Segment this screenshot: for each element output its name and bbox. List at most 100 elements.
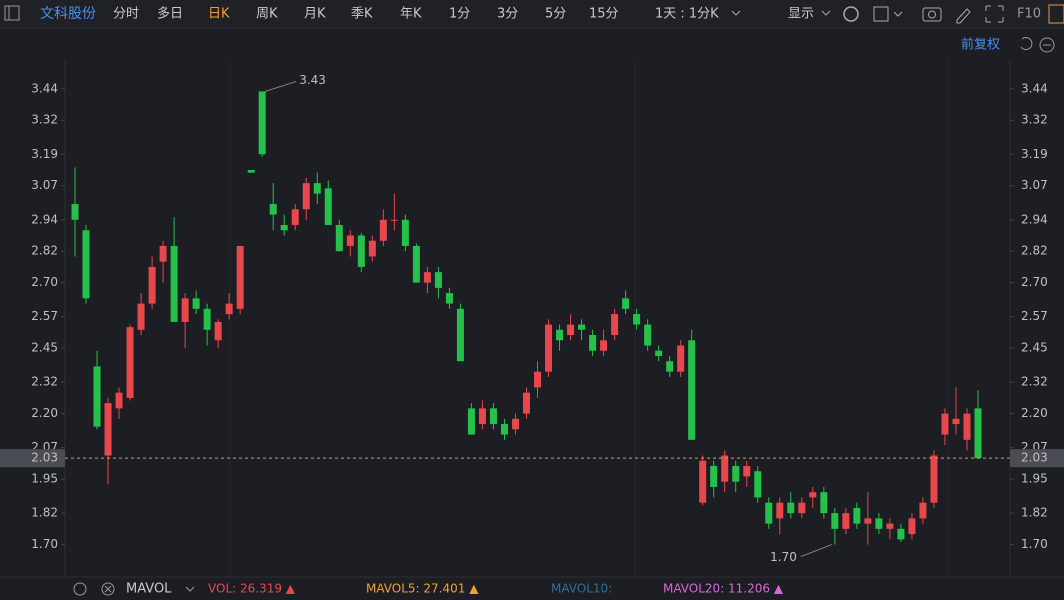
y-tick-label-right: 2.82 (1021, 244, 1048, 258)
candle-body (776, 502, 784, 519)
candle-body (633, 314, 641, 325)
y-tick-label-right: 2.70 (1021, 275, 1048, 289)
candle-body (589, 335, 597, 351)
candle-body (732, 465, 740, 482)
candle-body (941, 413, 949, 435)
candle-body (412, 245, 420, 283)
indicator-name[interactable]: MAVOL (126, 582, 172, 597)
y-tick-label: 2.94 (31, 212, 58, 226)
candle-body (798, 502, 806, 514)
candle-body (280, 225, 288, 231)
y-tick-label: 1.70 (31, 537, 58, 551)
chevron (893, 11, 903, 17)
candle-body (137, 303, 145, 330)
candle-body (963, 413, 971, 440)
tab[interactable]: 年K (400, 7, 422, 22)
candle-body (930, 455, 938, 503)
y-tick-label-right: 2.20 (1021, 406, 1048, 420)
indicator-close[interactable] (101, 582, 115, 596)
candle-body (787, 502, 795, 514)
candle-body (126, 327, 134, 398)
candle-body (765, 502, 773, 524)
tab[interactable]: 15分 (589, 7, 619, 22)
panel-toggle[interactable] (1048, 4, 1064, 24)
candle-body (390, 219, 398, 221)
y-tick-label: 2.57 (31, 309, 58, 323)
y-tick-label-right: 3.32 (1021, 113, 1048, 127)
candle-body (159, 245, 167, 262)
candle-body (225, 303, 233, 315)
indicator-value: MAVOL20: 11.206 ▲ (663, 582, 784, 596)
tab[interactable]: 月K (304, 7, 326, 22)
candle-body (236, 245, 244, 309)
candle-body (313, 183, 321, 194)
tab[interactable]: 多日 (157, 6, 183, 22)
candle-body (809, 492, 817, 498)
tab[interactable]: 3分 (497, 7, 518, 22)
sidebar-icon[interactable] (4, 5, 20, 21)
indicator-value: VOL: 26.319 ▲ (208, 582, 296, 596)
candle-body (181, 298, 189, 322)
candle-body (952, 418, 960, 425)
candle-body (434, 272, 442, 288)
adjust-mode[interactable]: 前复权 (961, 37, 1000, 53)
high-label: 3.43 (299, 73, 326, 87)
candle-body (269, 204, 277, 215)
candle-body (247, 170, 255, 173)
reset-icon[interactable] (1020, 37, 1033, 51)
tab[interactable]: 季K (351, 7, 373, 22)
tab[interactable]: 1分 (449, 7, 470, 22)
indicator-settings[interactable] (73, 582, 87, 596)
stock-name[interactable]: 文科股份 (40, 6, 96, 22)
candle-body (401, 219, 409, 246)
zoom-out-icon[interactable] (1039, 37, 1055, 53)
tab[interactable]: 1天 : 1分K (655, 7, 719, 22)
indicator-close-x (104, 585, 112, 593)
y-tick-label: 2.20 (31, 406, 58, 420)
candle-body (831, 513, 839, 529)
plot: 3.44 3.44 3.32 3.32 3.19 3.19 3.07 3.07 2.94 2.94… (0, 73, 1064, 564)
tab[interactable]: 周K (256, 7, 278, 22)
y-tick-label: 2.82 (31, 244, 58, 258)
candle-body (291, 209, 299, 226)
candle-body (666, 361, 674, 372)
candle-body (600, 340, 608, 351)
fullscreen-icon[interactable] (985, 5, 1004, 23)
candle-body (644, 324, 652, 346)
candle-body (853, 507, 861, 524)
candle-body (611, 314, 619, 336)
candle-body (368, 240, 376, 257)
tab[interactable]: 分时 (113, 7, 139, 22)
tab[interactable]: 日K (208, 7, 230, 22)
tab[interactable]: 5分 (545, 7, 566, 22)
candle-body (104, 403, 112, 456)
candle-body (919, 502, 927, 519)
high-pointer (265, 80, 297, 92)
candle-body (886, 523, 894, 529)
draw-box-icon[interactable] (873, 6, 889, 22)
f10-button[interactable]: F10 (1017, 7, 1041, 22)
candle-body (148, 266, 156, 304)
candle-body (534, 371, 542, 388)
candle-body (478, 408, 486, 425)
display-menu[interactable]: 显示 (788, 7, 814, 22)
y-tick-label-right: 1.95 (1021, 472, 1048, 486)
candle-body (578, 324, 586, 330)
candle-body (710, 465, 718, 487)
candle-body (93, 366, 101, 427)
candle-body (556, 329, 564, 341)
candle-body (82, 230, 90, 299)
toolbar (0, 0, 1064, 28)
candle-body (192, 298, 200, 309)
y-tick-label: 3.32 (31, 113, 58, 127)
y-tick-label-right: 2.45 (1021, 341, 1048, 355)
candle-body (842, 513, 850, 529)
pen-icon[interactable] (956, 8, 971, 24)
candle-body (324, 188, 332, 226)
camera-lens (928, 10, 936, 19)
settings-icon[interactable] (843, 6, 859, 22)
candle-body (115, 392, 123, 409)
current-price-label: 2.03 (1021, 451, 1048, 465)
camera-icon[interactable] (922, 7, 942, 22)
